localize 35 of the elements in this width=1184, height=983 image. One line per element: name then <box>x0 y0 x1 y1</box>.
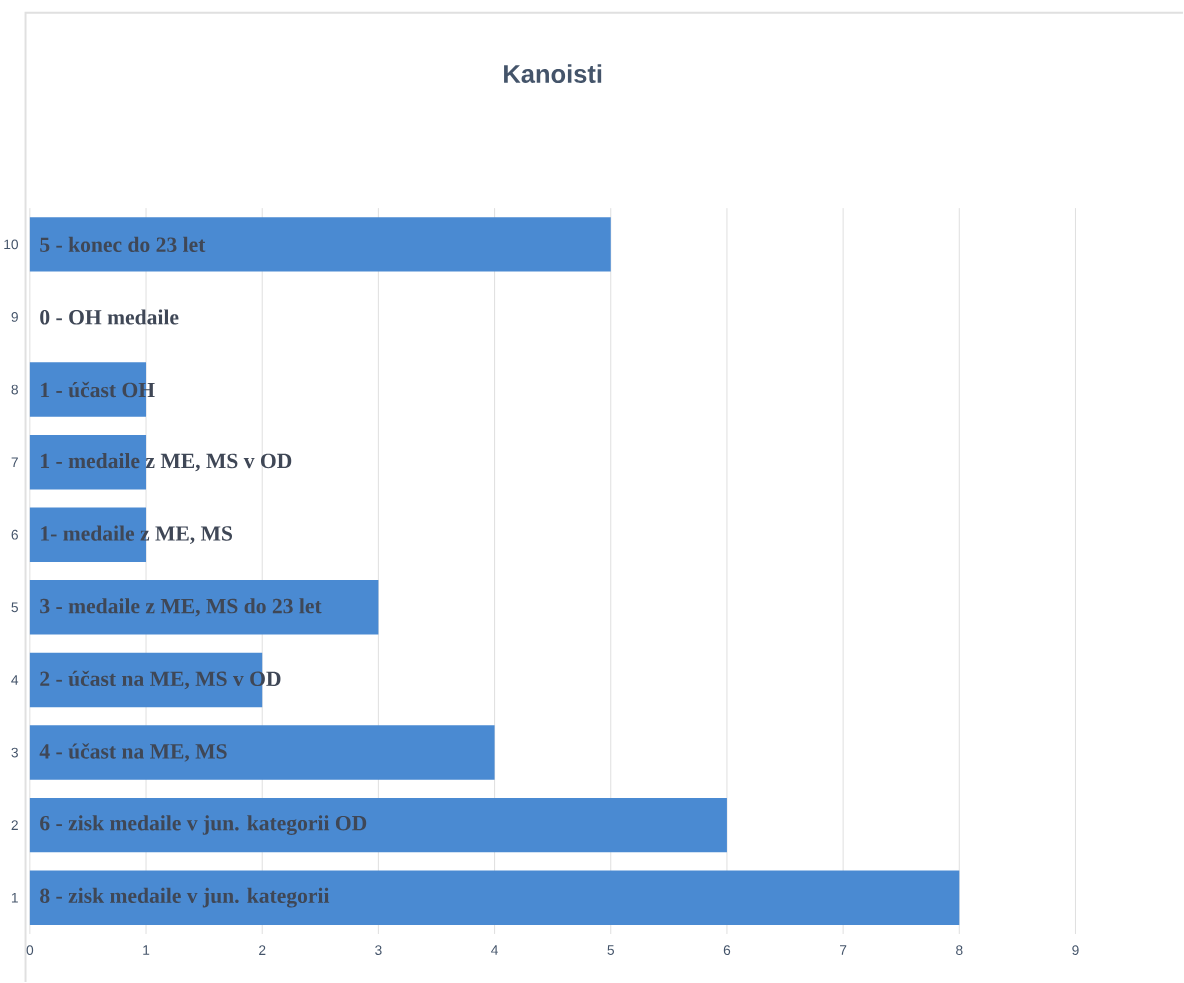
x-tick-label: 6 <box>723 945 731 956</box>
x-tick-label: 4 <box>491 945 498 955</box>
y-tick-label: 7 <box>11 457 18 467</box>
x-tick-label: 3 <box>375 945 382 956</box>
chart-title: Kanoisti <box>504 64 602 84</box>
bar <box>29 507 147 563</box>
data-label: 8 - zisk medaile v jun. kategorii <box>40 887 330 908</box>
data-label: 5 - konec do 23 let <box>40 236 206 253</box>
y-tick-label: 10 <box>4 239 19 250</box>
x-tick-label: 1 <box>143 945 150 955</box>
y-tick-label: 2 <box>11 820 18 830</box>
y-tick-label: 9 <box>11 312 18 322</box>
y-tick-label: 6 <box>11 529 18 540</box>
x-tick-label: 5 <box>607 945 614 955</box>
y-tick-label: 1 <box>11 893 18 903</box>
bar <box>29 217 611 272</box>
y-tick-label: 5 <box>11 602 18 613</box>
y-tick-label: 8 <box>11 384 18 395</box>
data-label: 1 - medaile z ME, MS v OD <box>41 453 292 472</box>
bar <box>29 580 379 635</box>
x-tick-label: 2 <box>259 945 266 955</box>
x-tick-label: 7 <box>840 945 847 955</box>
data-label: 0 - OH medaile <box>40 309 179 325</box>
bar <box>29 725 495 780</box>
data-label: 4 - účast na ME, MS <box>39 743 227 762</box>
bar <box>29 435 147 490</box>
data-label: 3 - medaile z ME, MS do 23 let <box>40 598 322 617</box>
x-tick-label: 9 <box>1072 945 1079 956</box>
bar <box>29 870 960 925</box>
x-tick-label: 8 <box>956 945 963 956</box>
y-tick-label: 4 <box>11 675 19 685</box>
x-tick-label: 0 <box>26 945 34 956</box>
bar <box>29 797 727 853</box>
y-tick-label: 3 <box>11 747 18 758</box>
data-label: 6 - zisk medaile v jun. kategorii OD <box>40 815 367 836</box>
